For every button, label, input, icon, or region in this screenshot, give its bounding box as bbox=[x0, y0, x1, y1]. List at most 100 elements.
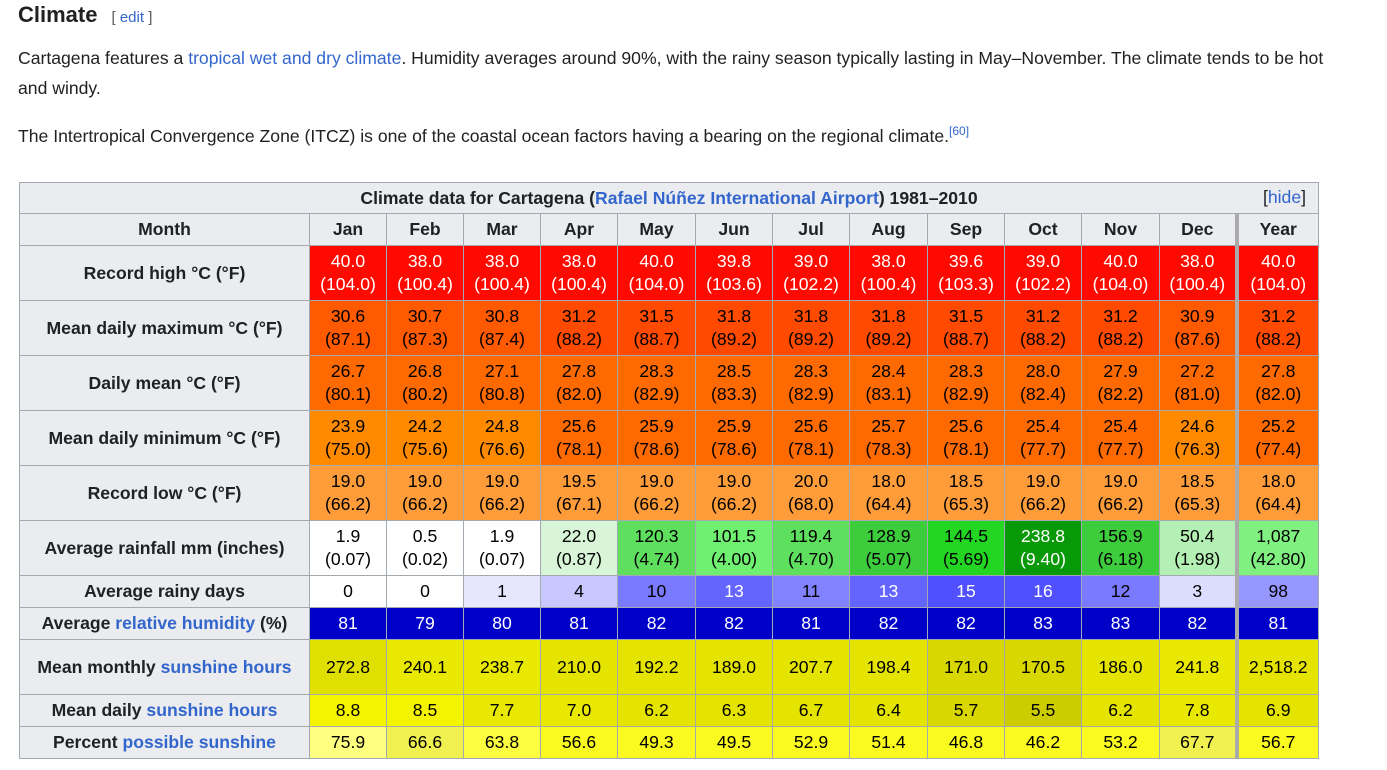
value-primary: 38.0 bbox=[407, 251, 443, 271]
value-secondary: (76.6) bbox=[479, 439, 525, 459]
data-cell: 30.9 (87.6) bbox=[1159, 300, 1237, 356]
value-primary: 18.5 bbox=[948, 471, 984, 491]
data-cell: 31.8 (89.2) bbox=[772, 300, 850, 356]
tropical-climate-link[interactable]: tropical wet and dry climate bbox=[188, 48, 402, 68]
value-primary: 25.6 bbox=[793, 416, 829, 436]
value-primary: 38.0 bbox=[484, 251, 520, 271]
data-cell: 28.0 (82.4) bbox=[1004, 355, 1082, 411]
value-secondary: (100.4) bbox=[551, 274, 607, 294]
hide-button[interactable]: hide bbox=[1267, 187, 1302, 207]
data-cell: 170.5 bbox=[1004, 639, 1082, 695]
data-cell: 75.9 bbox=[309, 726, 387, 759]
label-link[interactable]: sunshine hours bbox=[160, 656, 292, 677]
value-secondary: (82.4) bbox=[1020, 384, 1066, 404]
value-secondary: (89.2) bbox=[711, 329, 757, 349]
caption-after: ) 1981–2010 bbox=[878, 187, 978, 208]
value-primary: 19.5 bbox=[561, 471, 597, 491]
value-secondary: (5.07) bbox=[865, 549, 912, 569]
label-link[interactable]: relative humidity bbox=[115, 613, 256, 633]
value-secondary: (100.4) bbox=[474, 274, 530, 294]
value-secondary: (89.2) bbox=[788, 329, 834, 349]
value-primary: 23.9 bbox=[330, 416, 366, 436]
value-primary: 30.8 bbox=[484, 306, 520, 326]
data-cell: 82 bbox=[849, 607, 928, 640]
data-cell: 30.7 (87.3) bbox=[386, 300, 464, 356]
data-cell: 81 bbox=[1234, 607, 1319, 640]
value-primary: 50.4 bbox=[1180, 526, 1215, 546]
value-primary: 0.5 bbox=[412, 526, 438, 546]
value-secondary: (1.98) bbox=[1174, 549, 1221, 569]
data-cell: 49.3 bbox=[617, 726, 696, 759]
data-cell: 238.8 (9.40) bbox=[1004, 520, 1082, 576]
data-cell: 25.2 (77.4) bbox=[1234, 410, 1319, 466]
reference-60-link[interactable]: [60] bbox=[949, 124, 970, 139]
value-secondary: (104.0) bbox=[1250, 274, 1307, 294]
data-cell: 3 bbox=[1159, 575, 1237, 608]
value-secondary: (78.6) bbox=[711, 439, 757, 459]
data-cell: 1 bbox=[463, 575, 541, 608]
data-cell: 18.5 (65.3) bbox=[927, 465, 1005, 521]
value-secondary: (83.1) bbox=[865, 384, 912, 404]
airport-link[interactable]: Rafael Núñez International Airport bbox=[595, 187, 879, 208]
data-cell: 0 bbox=[386, 575, 464, 608]
data-cell: 1.9 (0.07) bbox=[309, 520, 387, 576]
value-secondary: (65.3) bbox=[943, 494, 989, 514]
data-cell: 25.6 (78.1) bbox=[540, 410, 618, 466]
value-secondary: (87.4) bbox=[479, 329, 525, 349]
data-cell: 38.0 (100.4) bbox=[540, 245, 618, 301]
data-cell: 16 bbox=[1004, 575, 1082, 608]
data-cell: 24.2 (75.6) bbox=[386, 410, 464, 466]
month-apr: Apr bbox=[540, 213, 618, 246]
data-cell: 26.8 (80.2) bbox=[386, 355, 464, 411]
table-caption: Climate data for Cartagena (Rafael Núñez… bbox=[19, 182, 1319, 214]
value-secondary: (102.2) bbox=[783, 274, 839, 294]
data-cell: 39.8 (103.6) bbox=[695, 245, 773, 301]
label-link[interactable]: possible sunshine bbox=[122, 732, 276, 752]
value-primary: 30.7 bbox=[407, 306, 443, 326]
value-secondary: (66.2) bbox=[1097, 494, 1144, 514]
data-cell: 189.0 bbox=[695, 639, 773, 695]
data-cell: 6.9 bbox=[1234, 694, 1319, 727]
value-secondary: (104.0) bbox=[320, 274, 376, 294]
data-cell: 31.8 (89.2) bbox=[849, 300, 928, 356]
data-cell: 192.2 bbox=[617, 639, 696, 695]
data-cell: 15 bbox=[927, 575, 1005, 608]
value-secondary: (78.1) bbox=[556, 439, 602, 459]
data-cell: 28.4 (83.1) bbox=[849, 355, 928, 411]
value-primary: 18.5 bbox=[1180, 471, 1215, 491]
data-cell: 19.0 (66.2) bbox=[1004, 465, 1082, 521]
value-secondary: (80.2) bbox=[402, 384, 448, 404]
humidity-row: Average relative humidity (%) 81 79 80 81 82 8… bbox=[19, 607, 1319, 640]
p1-text-after: . Humidity averages around 90%, with the… bbox=[18, 48, 1324, 98]
value-primary: 24.2 bbox=[407, 416, 443, 436]
data-cell: 30.8 (87.4) bbox=[463, 300, 541, 356]
month-jan: Jan bbox=[309, 213, 387, 246]
label-text: Mean monthly bbox=[37, 656, 161, 677]
value-secondary: (88.7) bbox=[633, 329, 680, 349]
hide-bracket-close: ] bbox=[1301, 187, 1306, 207]
data-cell: 0 bbox=[309, 575, 387, 608]
value-primary: 25.2 bbox=[1261, 416, 1296, 436]
data-cell: 19.0 (66.2) bbox=[386, 465, 464, 521]
data-cell: 18.5 (65.3) bbox=[1159, 465, 1237, 521]
row-label: Percent possible sunshine bbox=[19, 726, 310, 759]
data-cell: 22.0 (0.87) bbox=[540, 520, 618, 576]
data-cell: 7.7 bbox=[463, 694, 541, 727]
data-cell: 56.6 bbox=[540, 726, 618, 759]
value-secondary: (4.00) bbox=[711, 549, 757, 569]
section-heading-row: Climate [ edit ] bbox=[18, 2, 152, 28]
value-secondary: (89.2) bbox=[865, 329, 912, 349]
data-cell: 6.2 bbox=[1081, 694, 1160, 727]
value-primary: 27.9 bbox=[1103, 361, 1138, 381]
value-primary: 28.3 bbox=[793, 361, 829, 381]
value-primary: 20.0 bbox=[793, 471, 829, 491]
label-link[interactable]: sunshine hours bbox=[146, 700, 278, 720]
value-secondary: (104.0) bbox=[628, 274, 685, 294]
value-secondary: (82.9) bbox=[788, 384, 834, 404]
value-primary: 28.0 bbox=[1025, 361, 1061, 381]
data-cell: 12 bbox=[1081, 575, 1160, 608]
data-cell: 28.3 (82.9) bbox=[927, 355, 1005, 411]
edit-link[interactable]: edit bbox=[119, 9, 145, 26]
mean-min-row: Mean daily minimum °C (°F) 23.9 (75.0) 24.2… bbox=[19, 410, 1319, 466]
data-cell: 28.3 (82.9) bbox=[772, 355, 850, 411]
